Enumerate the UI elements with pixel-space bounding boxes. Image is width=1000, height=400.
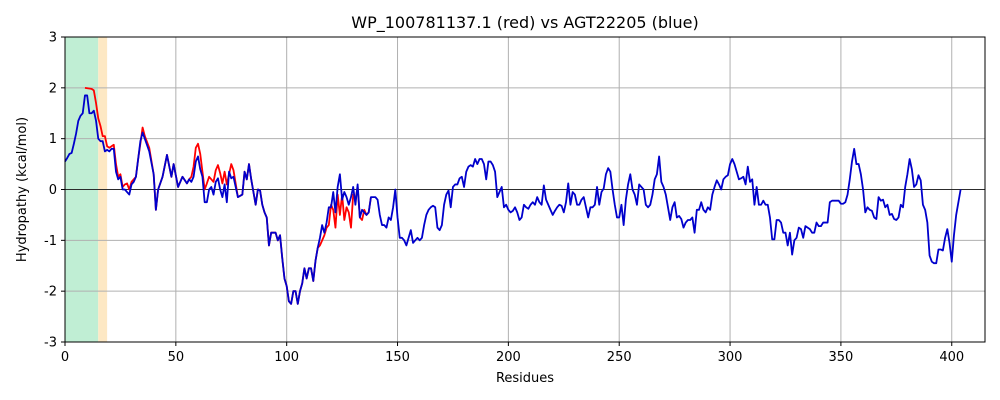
series-line-1 bbox=[64, 94, 962, 305]
y-axis-ticks: -3 -2 -1 0 1 2 3 bbox=[44, 31, 65, 351]
x-tick-label: 200 bbox=[496, 350, 521, 365]
series-lines bbox=[64, 86, 962, 305]
y-tick-label: 2 bbox=[49, 81, 57, 96]
x-tick-label: 250 bbox=[607, 350, 632, 365]
y-tick-label: -3 bbox=[44, 336, 57, 351]
y-axis-label: Hydropathy (kcal/mol) bbox=[15, 117, 30, 262]
x-axis-label: Residues bbox=[496, 371, 554, 386]
y-tick-label: 3 bbox=[49, 31, 57, 46]
y-tick-label: 1 bbox=[49, 132, 57, 147]
x-tick-label: 0 bbox=[61, 350, 69, 365]
x-tick-label: 300 bbox=[718, 350, 743, 365]
x-tick-label: 150 bbox=[385, 350, 410, 365]
chart-title: WP_100781137.1 (red) vs AGT22205 (blue) bbox=[351, 13, 698, 33]
x-tick-label: 400 bbox=[939, 350, 964, 365]
y-tick-label: -1 bbox=[44, 234, 57, 249]
x-tick-label: 50 bbox=[168, 350, 185, 365]
x-axis-ticks: 0 50 100 150 200 250 300 350 400 bbox=[61, 342, 964, 365]
y-tick-label: -2 bbox=[44, 285, 57, 300]
y-tick-label: 0 bbox=[49, 183, 57, 198]
x-tick-label: 100 bbox=[274, 350, 299, 365]
x-tick-label: 350 bbox=[828, 350, 853, 365]
